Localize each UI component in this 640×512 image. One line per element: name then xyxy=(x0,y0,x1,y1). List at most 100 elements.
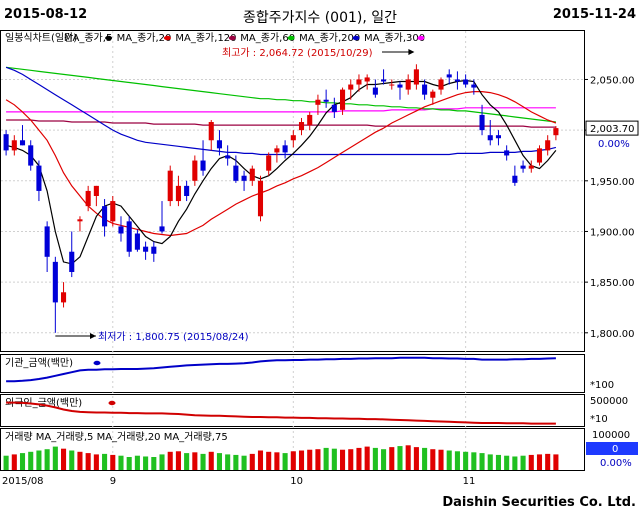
candle-body xyxy=(61,292,67,303)
volume-bar xyxy=(479,453,485,470)
foreign-line xyxy=(6,401,556,425)
volume-bar xyxy=(184,453,190,470)
volume-bar xyxy=(19,453,26,470)
chart-header: 2015-08-12 종합주가지수 (001), 일간 2015-11-24 xyxy=(0,0,640,30)
legend-item: MA_종가,120 xyxy=(175,32,236,44)
candle-body xyxy=(192,160,198,181)
candle-body xyxy=(495,135,501,139)
volume-bar xyxy=(495,454,501,470)
y-axis: 1,800.001,850.001,900.001,950.002,000.00… xyxy=(584,75,635,340)
volume-bar xyxy=(28,451,34,470)
candle-body xyxy=(356,79,362,85)
candle-body xyxy=(290,135,296,141)
candle-body xyxy=(520,165,526,169)
institution-panel-frame xyxy=(0,354,585,393)
y-tick-label: 1,850.00 xyxy=(590,278,635,289)
volume-bar xyxy=(233,454,239,470)
volume-bar xyxy=(463,451,469,470)
x-tick-label: 11 xyxy=(463,476,476,487)
candle-body xyxy=(438,79,444,90)
foreign-panel-frame xyxy=(0,394,585,427)
candle-body xyxy=(184,185,190,196)
volume-bar xyxy=(512,456,518,470)
candle-body xyxy=(175,185,181,202)
candle-body xyxy=(364,77,370,82)
volume-bar xyxy=(315,449,321,470)
x-axis: 2015/08 9 10 11 xyxy=(2,476,475,487)
volume-bar xyxy=(331,448,337,470)
candle-body xyxy=(545,140,551,151)
volume-bar xyxy=(553,454,559,470)
price-annotations: 최고가 : 2,064.72 (2015/10/29) 최저가 : 1,800.7… xyxy=(55,47,639,343)
volume-bar xyxy=(520,455,526,470)
volume-bar xyxy=(340,449,346,470)
candle-body xyxy=(422,84,428,95)
candle-body xyxy=(405,79,411,90)
candle-body xyxy=(454,79,460,82)
candle-body xyxy=(315,99,321,105)
legend-marker xyxy=(417,35,425,41)
volume-bar xyxy=(216,453,222,470)
ma20-line xyxy=(5,90,557,237)
x-tick-label: 9 xyxy=(110,476,116,487)
volume-bar xyxy=(208,451,214,470)
y-tick-label: 2,050.00 xyxy=(590,75,635,86)
volume-bar xyxy=(487,454,493,470)
volume-bar xyxy=(381,449,387,470)
candle-body xyxy=(323,99,329,102)
candle-body xyxy=(19,140,26,146)
volume-scale-top: 100000 xyxy=(592,430,630,441)
volume-bar xyxy=(528,454,534,470)
y-tick-label: 1,900.00 xyxy=(590,227,635,238)
candle-body xyxy=(77,219,83,222)
candle-body xyxy=(52,261,58,303)
foreign-scale-top: 500000 xyxy=(590,396,628,407)
candles xyxy=(3,64,559,333)
legend-marker xyxy=(228,35,236,41)
volume-bar xyxy=(249,453,255,470)
candle-body xyxy=(118,226,124,234)
volume-bar xyxy=(536,454,543,470)
candle-body xyxy=(463,79,469,85)
candle-body xyxy=(553,128,559,136)
candle-body xyxy=(446,74,452,78)
volume-bar xyxy=(11,454,17,470)
ma200-line xyxy=(5,66,557,156)
volume-bar xyxy=(3,455,9,470)
legend-marker xyxy=(163,35,171,41)
stock-chart[interactable]: 1,800.001,850.001,900.001,950.002,000.00… xyxy=(0,0,640,492)
candle-body xyxy=(381,79,387,82)
volume-bar xyxy=(348,449,354,470)
candle-body xyxy=(69,251,75,272)
volume-bar xyxy=(413,447,419,470)
candle-body xyxy=(159,226,165,232)
candle-body xyxy=(11,140,17,151)
volume-bar xyxy=(118,455,124,470)
candle-body xyxy=(282,145,288,153)
volume-bar xyxy=(504,455,510,470)
candle-body xyxy=(413,69,419,85)
candle-body xyxy=(36,165,42,191)
candle-body xyxy=(249,168,255,181)
candle-body xyxy=(93,185,99,196)
volume-legend: 거래량 MA_거래량,5 MA_거래량,20 MA_거래량,75 xyxy=(5,431,228,443)
candle-body xyxy=(536,148,543,163)
subpanels: 기관_금액(백만) *100 외국인_금액(백만) 500000 *10 거래량 MA_거… xyxy=(3,356,638,470)
candle-body xyxy=(504,150,510,156)
main-panel-frame xyxy=(0,30,585,352)
candle-body xyxy=(233,165,239,181)
legend-marker xyxy=(352,35,360,41)
volume-change: 0.00% xyxy=(600,458,632,469)
institution-legend: 기관_금액(백만) xyxy=(5,357,73,369)
high-arrowhead xyxy=(408,49,415,55)
legend-marker xyxy=(287,35,295,41)
candle-body xyxy=(200,160,206,171)
volume-bar xyxy=(102,453,108,470)
y-tick-label: 1,800.00 xyxy=(590,329,635,340)
volume-bar xyxy=(422,447,428,470)
volume-bar xyxy=(44,449,50,470)
volume-bar xyxy=(471,452,477,470)
high-annotation: 최고가 : 2,064.72 (2015/10/29) xyxy=(222,47,373,59)
x-tick-label: 10 xyxy=(290,476,303,487)
volume-value: 0 xyxy=(612,444,618,455)
